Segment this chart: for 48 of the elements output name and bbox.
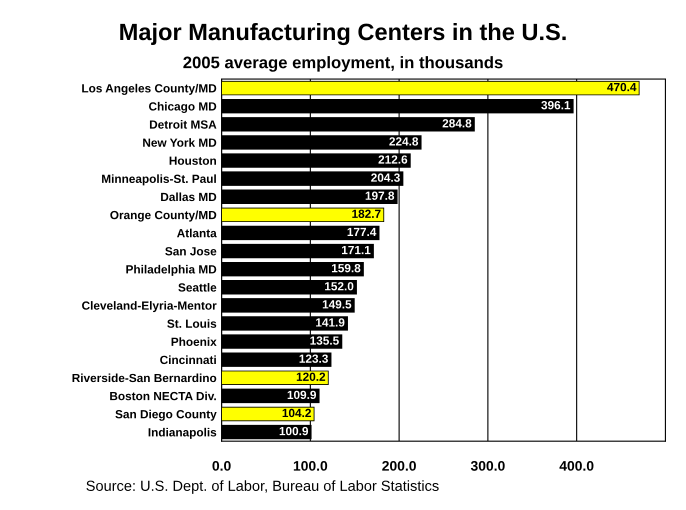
data-label: 171.1	[342, 246, 370, 254]
x-tick-label: 100.0	[294, 460, 328, 471]
data-label: 197.8	[366, 192, 394, 200]
data-label: 284.8	[442, 119, 472, 128]
y-tick-label: Riverside-San Bernardino	[72, 374, 216, 382]
data-label: 104.2	[282, 408, 311, 418]
y-tick-label: Seattle	[178, 282, 216, 292]
y-tick-label: Cincinnati	[160, 355, 216, 364]
data-label: 182.7	[352, 210, 381, 218]
data-label: 100.9	[280, 426, 308, 436]
data-label: 149.5	[322, 300, 352, 309]
data-label: 159.8	[332, 264, 360, 272]
y-tick-label: Chicago MD	[148, 102, 216, 113]
y-tick-label: Boston NECTA Div.	[110, 392, 216, 400]
y-tick-label: New York MD	[143, 138, 216, 147]
y-tick-label: Phoenix	[172, 337, 217, 346]
data-label: 224.8	[389, 137, 418, 146]
y-tick-label: Dallas MD	[161, 192, 216, 202]
data-label: 135.5	[310, 336, 339, 345]
y-tick-label: Philadelphia MD	[126, 264, 216, 276]
y-tick-label: Houston	[170, 156, 216, 165]
x-tick-label: 400.0	[559, 460, 594, 471]
y-tick-label: Detroit MSA	[150, 120, 216, 129]
data-label: 141.9	[316, 318, 344, 327]
x-tick-label: 200.0	[382, 460, 416, 471]
data-label: 396.1	[541, 101, 570, 110]
y-tick-label: Cleveland-Elyria-Mentor	[82, 301, 217, 312]
data-label: 204.3	[371, 173, 400, 182]
x-tick-label: 0.0	[212, 460, 231, 471]
chart-subtitle: 2005 average employment, in thousands	[183, 56, 503, 72]
y-tick-label: San Jose	[165, 247, 216, 256]
data-label: 152.0	[325, 282, 354, 290]
y-tick-label: San Diego County	[115, 410, 217, 421]
data-label: 212.6	[378, 155, 408, 164]
data-label: 177.4	[348, 228, 376, 236]
chart-title: Major Manufacturing Centers in the U.S.	[120, 22, 566, 46]
data-label: 470.4	[607, 82, 636, 92]
y-tick-label: Atlanta	[177, 228, 217, 238]
y-tick-label: Minneapolis-St. Paul	[102, 174, 216, 186]
y-tick-label: St. Louis	[167, 319, 216, 328]
data-label: 109.9	[288, 390, 316, 400]
y-tick-label: Indianapolis	[148, 428, 216, 439]
y-tick-label: Orange County/MD	[110, 210, 216, 222]
source-note: Source: U.S. Dept. of Labor, Bureau of Labor Statistics	[86, 480, 439, 494]
x-tick-label: 300.0	[470, 460, 505, 471]
y-tick-label: Los Angeles County/MD	[82, 84, 216, 95]
data-label: 120.2	[296, 372, 326, 381]
data-label: 123.3	[300, 354, 328, 363]
